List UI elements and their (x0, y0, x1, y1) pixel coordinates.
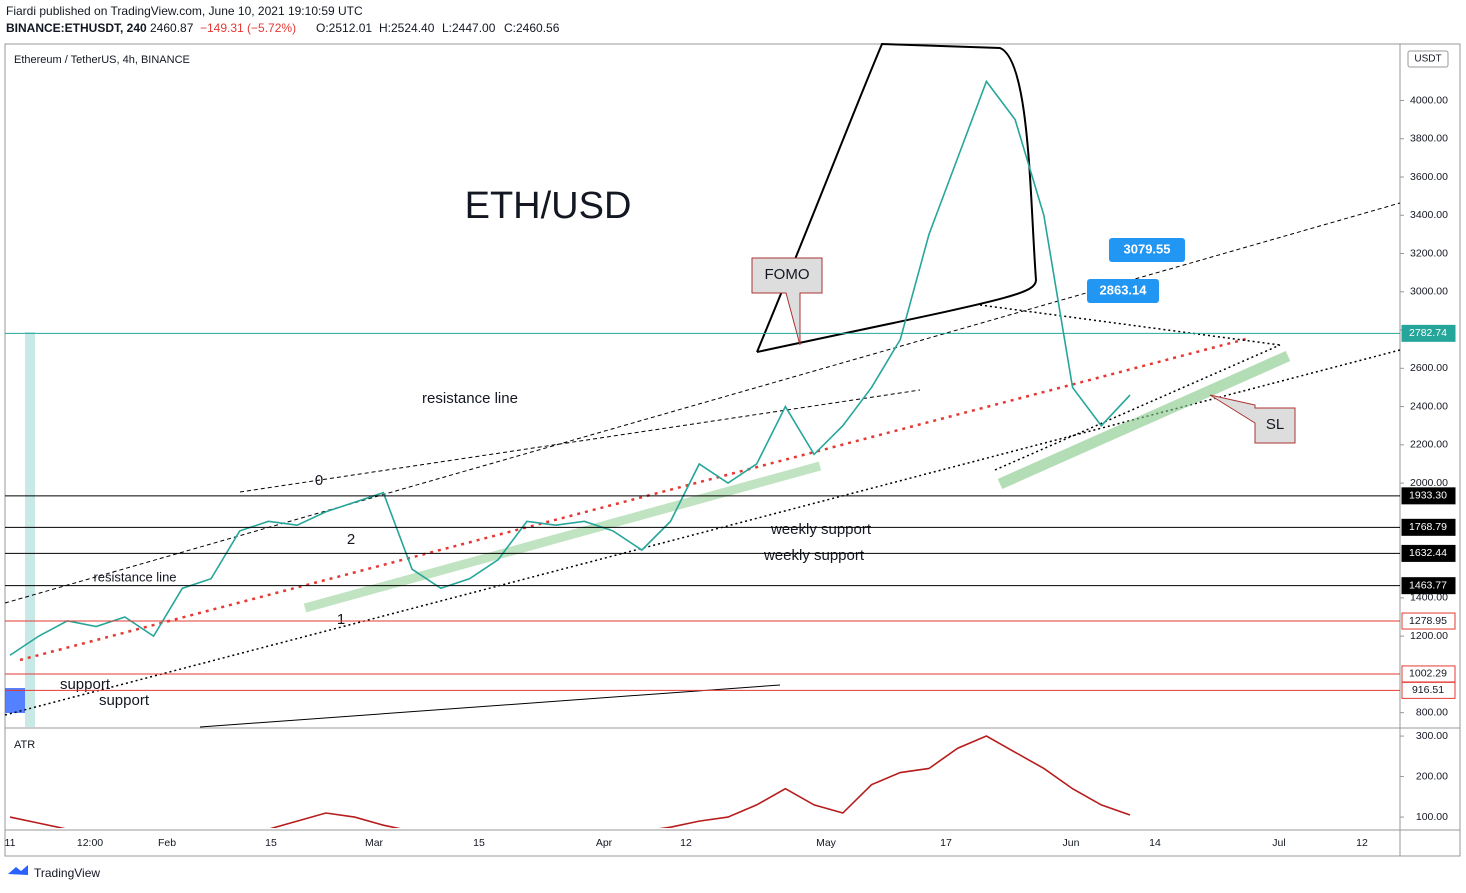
badge (5, 688, 25, 713)
pane-title: ATR (14, 739, 35, 751)
pane-title: Ethereum / TetherUS, 4h, BINANCE (14, 54, 190, 66)
x-tick-label: 15 (265, 837, 277, 849)
trend-line (4, 202, 1401, 604)
frame (4, 43, 1461, 857)
change: −149.31 (−5.72%) (200, 21, 296, 35)
y-tick-label: 3600.00 (1410, 171, 1448, 183)
price-tag-label: 916.51 (1412, 684, 1444, 696)
y-tick-label: 2400.00 (1410, 400, 1448, 412)
price-tag (1401, 612, 1456, 630)
callout-box (1109, 238, 1185, 262)
price-tag-label: 1463.77 (1409, 579, 1447, 591)
callout-shape (751, 257, 823, 346)
x-tick-label: 12 (680, 837, 692, 849)
annotation: 0 (315, 472, 323, 489)
series-group (9, 735, 1131, 828)
price-tag-label: 1632.44 (1409, 547, 1447, 559)
x-tick-label: 17 (940, 837, 952, 849)
brand: TradingView (34, 866, 100, 880)
price-tag (1401, 487, 1456, 505)
price-tag (1401, 681, 1456, 699)
price-tag-label: 1768.79 (1409, 521, 1447, 533)
trend-line (239, 389, 921, 493)
x-tick-label: Feb (158, 837, 176, 849)
support-band (997, 350, 1291, 490)
x-tick-label: Mar (365, 837, 384, 849)
drawings (4, 42, 1401, 728)
y-tick-label: 1400.00 (1410, 592, 1448, 604)
x-tick-label: May (816, 837, 837, 849)
annotation: FOMO (765, 266, 810, 283)
ohlc: C:2460.56 (504, 21, 560, 35)
price-tag (1401, 544, 1456, 562)
annotation: ETH/USD (465, 185, 632, 227)
x-tick-label: Jul (1272, 837, 1285, 849)
annotation: support (99, 692, 150, 709)
y-tick-label: 2000.00 (1410, 477, 1448, 489)
callout-shape (1209, 394, 1296, 444)
fomo-bubble (756, 42, 1038, 353)
annotation: 1 (337, 611, 345, 628)
symbol: BINANCE:ETHUSDT, 240 (6, 21, 147, 35)
price-line (9, 735, 1131, 828)
callout-price: 3079.55 (1124, 241, 1171, 256)
x-tick-label: 12 (1356, 837, 1368, 849)
y-tick-label: 3200.00 (1410, 247, 1448, 259)
y-tick-label: 200.00 (1416, 770, 1448, 782)
annotation: weekly support (770, 521, 872, 538)
currency-box[interactable] (1407, 50, 1449, 68)
x-tick-label: 14 (1149, 837, 1161, 849)
highlight (25, 332, 35, 727)
ohlc: L:2447.00 (442, 21, 496, 35)
price-tag-label: 2782.74 (1409, 327, 1447, 339)
annotation: support (60, 676, 111, 693)
y-tick-label: 3400.00 (1410, 209, 1448, 221)
annotation: weekly support (763, 547, 865, 564)
callout-box (1087, 279, 1159, 303)
ohlc: O:2512.01 (316, 21, 372, 35)
price-tag (1401, 518, 1456, 536)
y-tick-label: 3800.00 (1410, 133, 1448, 145)
y-tick-label: 2200.00 (1410, 439, 1448, 451)
ohlc: H:2524.40 (379, 21, 435, 35)
series-group (9, 79, 1131, 656)
trend-line (19, 336, 1251, 662)
support-band (303, 461, 822, 613)
trend-line (979, 304, 1281, 346)
annotation: resistance line (93, 569, 176, 584)
trend-line (199, 684, 781, 728)
last: 2460.87 (150, 21, 194, 35)
y-tick-label: 300.00 (1416, 730, 1448, 742)
x-tick-label: Jun (1063, 837, 1080, 849)
x-tick-label: Apr (596, 837, 613, 849)
published: Fiardi published on TradingView.com, Jun… (6, 4, 363, 18)
price-line (9, 79, 1131, 656)
trend-line (994, 344, 1281, 471)
currency: USDT (1414, 54, 1441, 65)
annotation: SL (1266, 416, 1284, 433)
y-tick-label: 3000.00 (1410, 286, 1448, 298)
y-tick-label: 1200.00 (1410, 630, 1448, 642)
y-tick-label: 4000.00 (1410, 94, 1448, 106)
callout-price: 2863.14 (1100, 282, 1148, 297)
x-tick-label: 11 (5, 837, 16, 849)
y-tick-label: 100.00 (1416, 811, 1448, 823)
y-tick-label: 800.00 (1416, 706, 1448, 718)
annotation: resistance line (422, 390, 518, 407)
annotation: 2 (347, 531, 355, 548)
price-tag-label: 1933.30 (1409, 490, 1447, 502)
price-tag (1401, 577, 1456, 595)
y-tick-label: 2600.00 (1410, 362, 1448, 374)
x-tick-label: 15 (473, 837, 485, 849)
x-tick-label: 12:00 (77, 837, 103, 849)
price-tag-label: 1002.29 (1409, 668, 1447, 680)
price-tag (1401, 324, 1456, 342)
price-tag-label: 1278.95 (1409, 615, 1447, 627)
logo (8, 865, 28, 875)
